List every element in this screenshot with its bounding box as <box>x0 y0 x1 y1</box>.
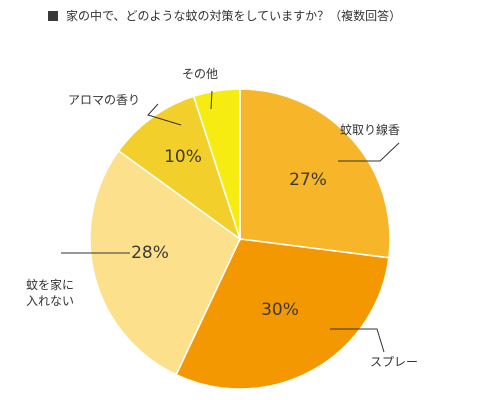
value-label-2: 28% <box>131 243 169 263</box>
leader-line-1 <box>330 328 385 353</box>
chart-title-text: 家の中で、どのような蚊の対策をしていますか？（複数回答） <box>66 9 402 23</box>
pie-slice-0 <box>239 88 391 259</box>
leader-lines <box>61 90 400 353</box>
category-label-2-0: 蚊を家に <box>26 277 74 292</box>
category-label-1: スプレー <box>370 355 418 369</box>
value-label-1: 30% <box>261 300 299 320</box>
leader-line-4 <box>210 90 213 110</box>
pie-slice-3 <box>117 95 242 241</box>
category-label-3: アロマの香り <box>68 93 140 107</box>
pie-slice-1 <box>175 238 390 390</box>
pie-slice-4 <box>192 88 241 240</box>
category-label-4: その他 <box>182 67 218 81</box>
value-label-3: 10% <box>164 147 202 167</box>
value-label-0: 27% <box>289 170 327 190</box>
title-square-icon <box>48 11 58 21</box>
leader-line-3 <box>147 103 182 126</box>
chart-title: 家の中で、どのような蚊の対策をしていますか？（複数回答） <box>48 7 401 24</box>
pie-slices <box>89 88 391 390</box>
category-label-2-1: 入れない <box>26 294 74 308</box>
category-label-0: 蚊取り線香 <box>340 122 400 137</box>
leader-line-0 <box>338 142 400 162</box>
pie-slice-2 <box>89 149 241 376</box>
